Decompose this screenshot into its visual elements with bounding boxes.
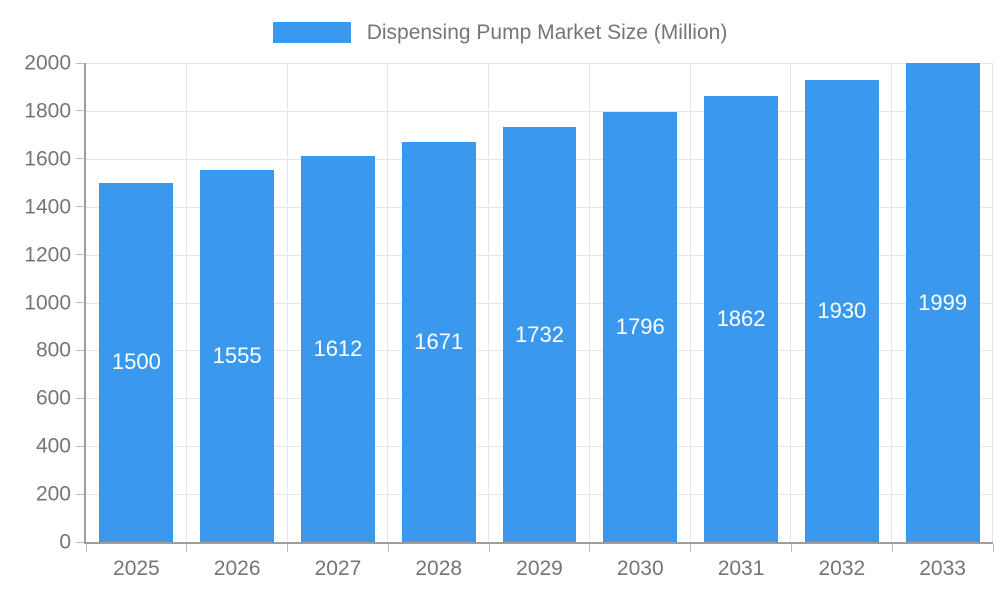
legend-swatch-icon — [272, 22, 351, 44]
y-axis-label: 0 — [59, 530, 71, 554]
y-axis-tick — [76, 254, 84, 256]
y-axis-label: 1600 — [24, 147, 71, 171]
x-gridline — [992, 63, 993, 542]
y-axis-label: 1800 — [24, 99, 71, 123]
x-axis-tick — [690, 544, 692, 552]
y-axis-label: 600 — [35, 386, 71, 410]
x-axis-tick — [387, 544, 389, 552]
bar-value-label: 1732 — [515, 321, 564, 347]
y-axis-tick — [76, 541, 84, 543]
bar-2025[interactable]: 1500 — [99, 182, 174, 542]
y-axis-tick — [76, 397, 84, 399]
y-axis-label: 800 — [35, 338, 71, 362]
bar-value-label: 1500 — [111, 349, 161, 375]
x-axis-label-2033: 2033 — [919, 557, 966, 580]
bar-2026[interactable]: 1555 — [200, 169, 275, 542]
y-axis-tick — [76, 445, 84, 447]
y-axis-tick — [76, 302, 84, 303]
x-axis-tick — [287, 544, 289, 552]
y-axis-tick — [76, 493, 84, 495]
x-axis-label-2026: 2026 — [213, 557, 261, 580]
y-axis-label: 1400 — [24, 195, 71, 219]
x-gridline — [185, 63, 187, 542]
bar-2029[interactable]: 1732 — [502, 127, 577, 542]
bar-value-label: 1796 — [615, 313, 665, 339]
x-axis-label-2025: 2025 — [113, 557, 160, 580]
x-gridline — [286, 63, 288, 542]
x-axis-tick — [992, 544, 994, 552]
y-axis-tick — [76, 206, 84, 208]
bar-2028[interactable]: 1671 — [401, 141, 476, 542]
bar-2033[interactable]: 1999 — [905, 63, 980, 542]
x-gridline — [790, 63, 792, 542]
x-axis-tick — [85, 544, 87, 552]
y-axis-tick — [76, 349, 84, 351]
x-axis-label-2028: 2028 — [415, 557, 463, 580]
y-axis-tick — [76, 110, 84, 112]
x-gridline — [588, 63, 590, 542]
x-axis-label-2027: 2027 — [314, 557, 362, 580]
y-axis-tick — [76, 62, 84, 64]
x-axis-tick — [589, 544, 591, 552]
x-axis-label-2029: 2029 — [516, 557, 563, 580]
bar-value-label: 1862 — [716, 306, 766, 332]
y-axis-label: 1200 — [24, 243, 71, 267]
bar-value-label: 1612 — [313, 335, 363, 361]
y-gridline — [86, 110, 993, 112]
bar-2030[interactable]: 1796 — [603, 111, 678, 542]
x-gridline — [891, 63, 893, 542]
x-axis-label-2031: 2031 — [717, 557, 765, 580]
legend-label: Dispensing Pump Market Size (Million) — [366, 21, 728, 44]
x-gridline — [689, 63, 691, 542]
bar-value-label: 1671 — [414, 328, 464, 354]
y-axis-label: 2000 — [24, 51, 71, 75]
x-axis-tick — [790, 544, 792, 552]
bar-2031[interactable]: 1862 — [704, 96, 779, 542]
y-axis-label: 400 — [35, 434, 71, 458]
plot-area: 0 200 400 600 800 1000 1200 1400 1600 1800 2000 202… — [24, 53, 994, 580]
bar-value-label: 1930 — [817, 297, 867, 323]
x-axis-label-2032: 2032 — [818, 557, 866, 580]
y-axis-tick — [76, 158, 84, 160]
x-gridline — [387, 63, 389, 542]
y-gridline — [86, 63, 993, 64]
x-axis-tick — [186, 544, 188, 552]
bar-2032[interactable]: 1930 — [804, 79, 879, 542]
x-axis-label-2030: 2030 — [616, 557, 664, 580]
bar-value-label: 1999 — [918, 289, 968, 315]
chart-legend[interactable]: Dispensing Pump Market Size (Million) — [0, 21, 1000, 44]
x-axis-tick — [488, 544, 490, 552]
bar-value-label: 1555 — [212, 342, 262, 368]
bar-2027[interactable]: 1612 — [300, 155, 375, 542]
x-gridline — [488, 63, 490, 542]
y-axis-label: 200 — [35, 482, 71, 506]
y-axis-label: 1000 — [24, 291, 71, 314]
x-axis-tick — [891, 544, 893, 552]
